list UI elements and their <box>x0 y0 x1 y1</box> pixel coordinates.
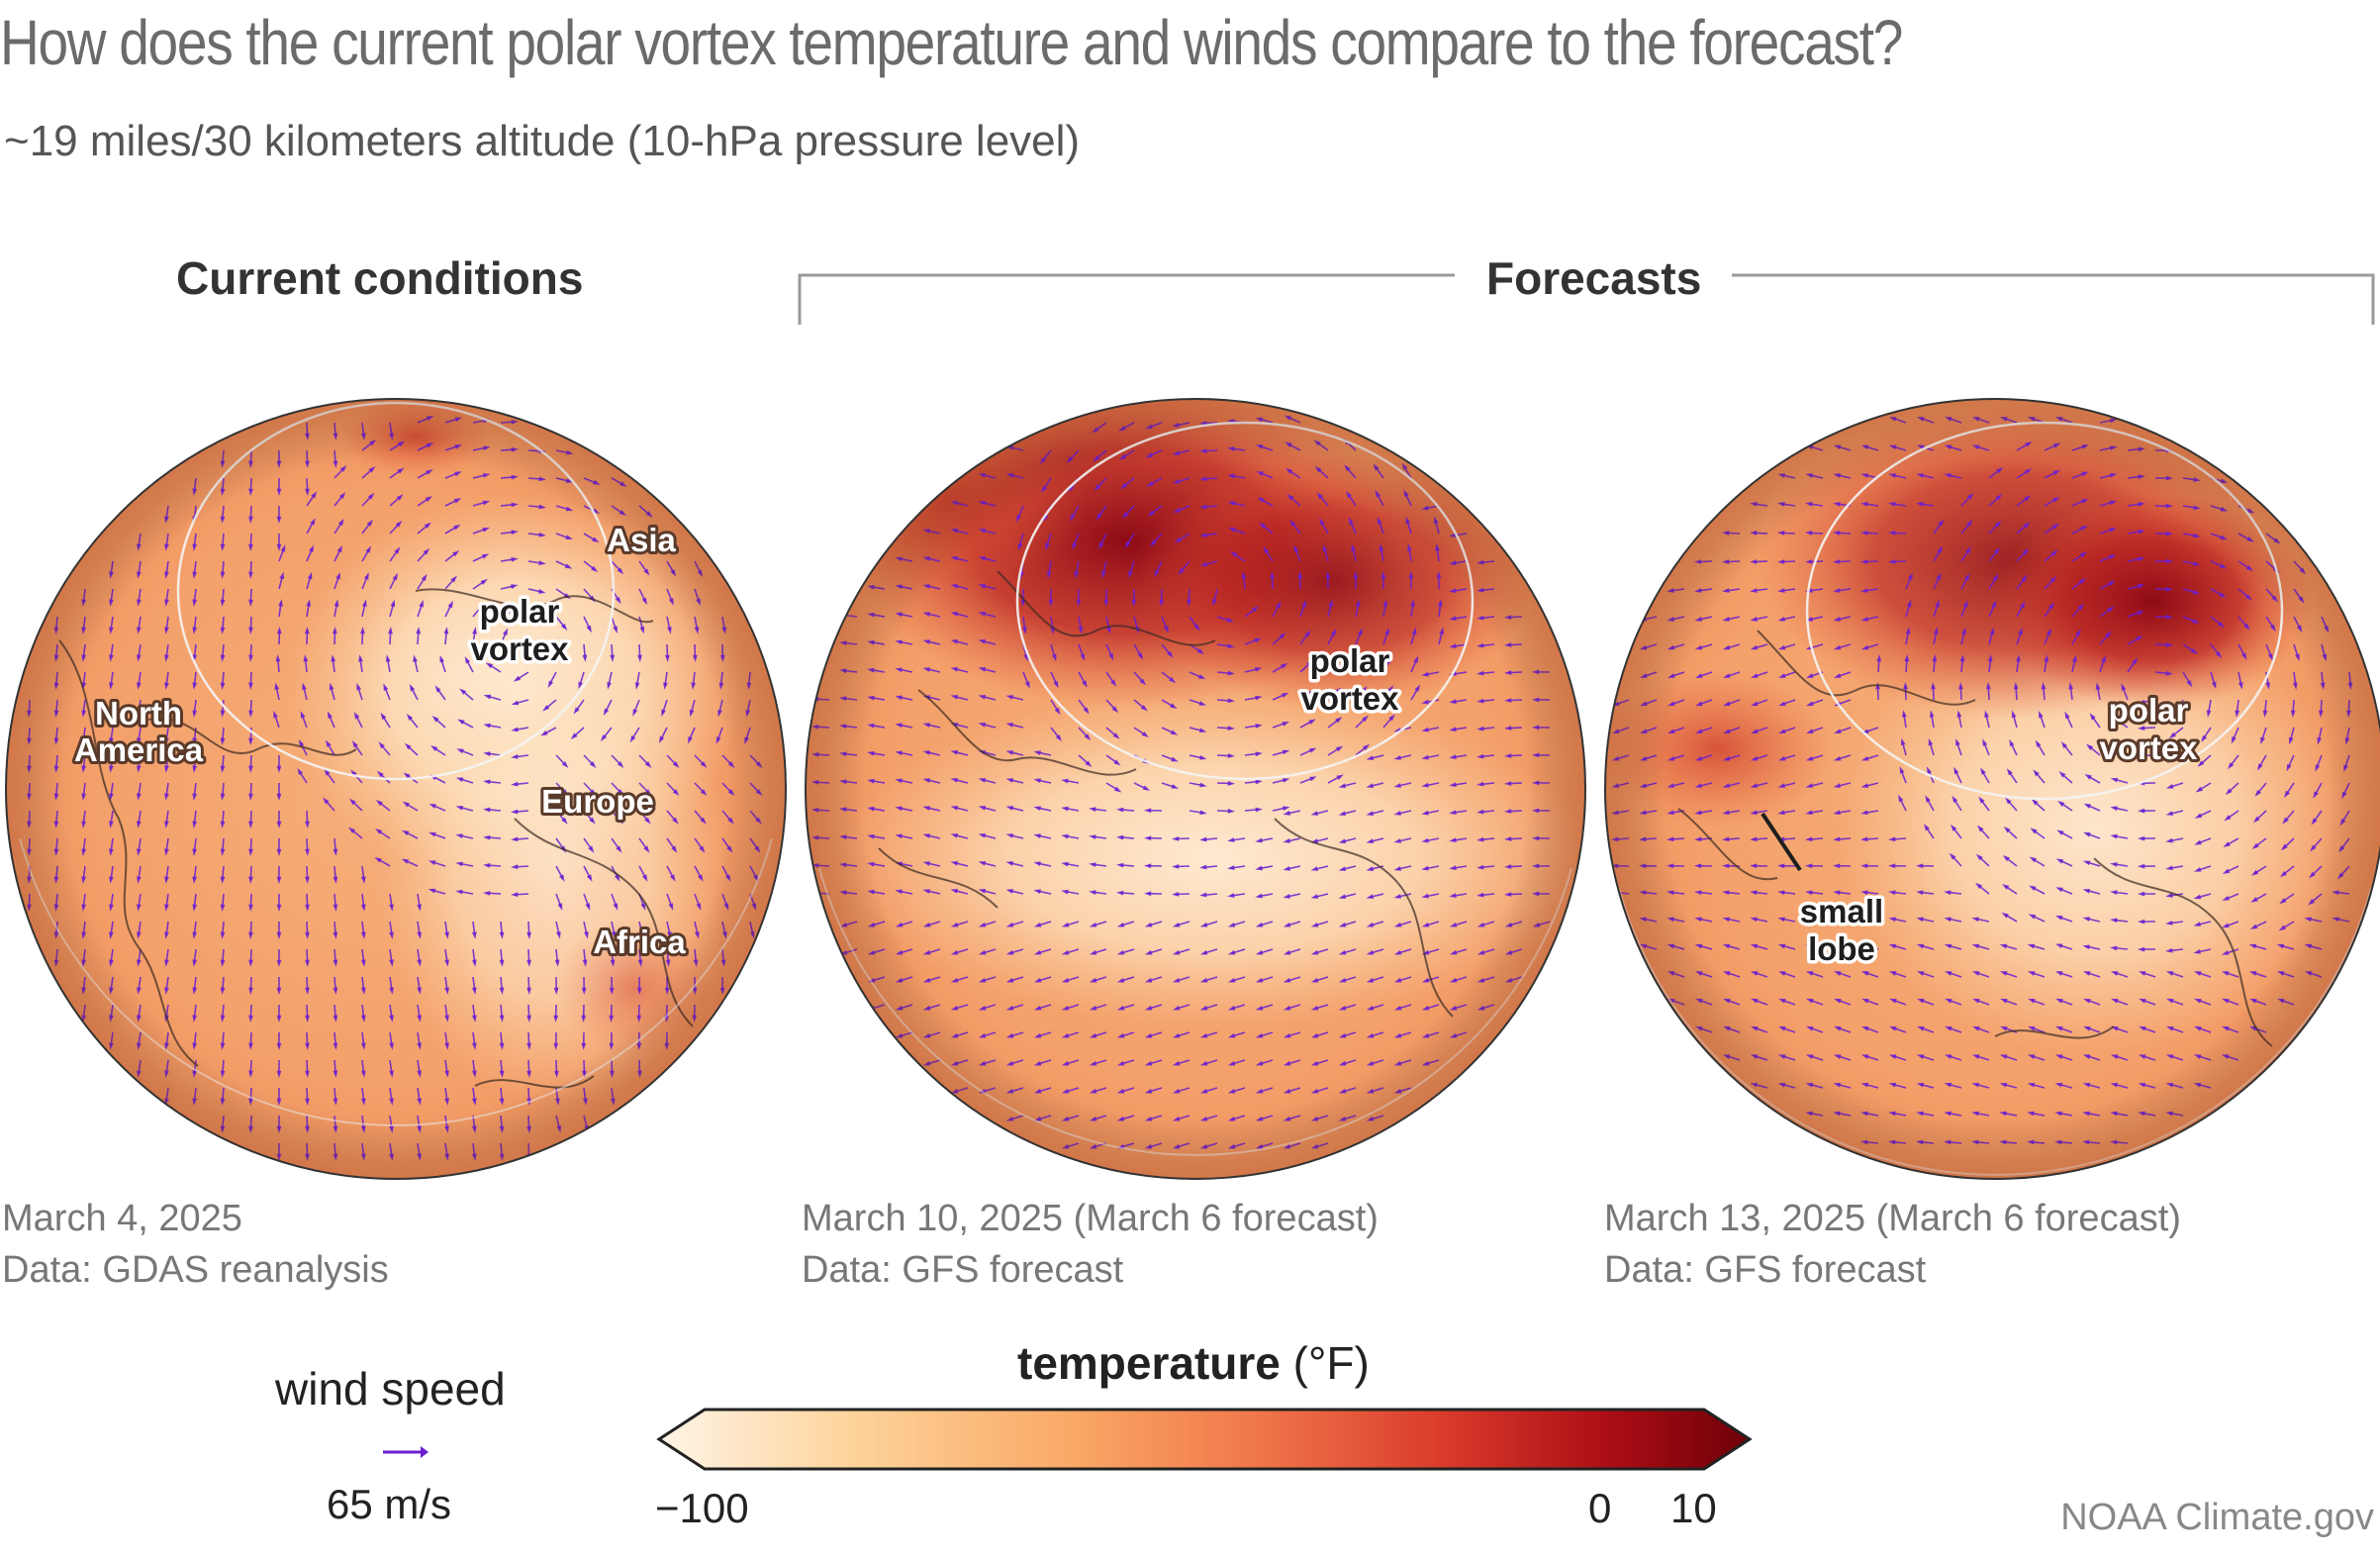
label-polar: polar <box>2109 692 2189 729</box>
label-asia: Asia <box>607 522 676 558</box>
forecasts-heading: Forecasts <box>1486 252 1702 304</box>
map-date: March 4, 2025 <box>2 1198 242 1239</box>
temp-tick-zero: 0 <box>1588 1485 1612 1531</box>
map-date: March 10, 2025 (March 6 forecast) <box>802 1198 1379 1239</box>
map-source: Data: GFS forecast <box>802 1249 1124 1291</box>
label-vortex: vortex <box>1300 680 1399 717</box>
wind-legend-arrow-icon <box>383 1446 428 1458</box>
wind-legend-title: wind speed <box>275 1363 506 1414</box>
label-europe: Europe <box>541 783 654 820</box>
wind-vector-head <box>1611 890 1619 896</box>
current-conditions-map: Asia polar vortex North America Europe A… <box>5 398 787 1180</box>
label-polar: polar <box>1310 642 1390 679</box>
forecasts-bracket <box>798 273 2375 325</box>
wind-vector-head <box>811 890 819 896</box>
current-conditions-heading: Current conditions <box>176 252 584 304</box>
page-title: How does the current polar vortex temper… <box>0 7 1903 78</box>
small-lobe-pointer <box>1761 812 1802 872</box>
map-source: Data: GFS forecast <box>1604 1249 1927 1291</box>
temperature-legend-title: temperature (°F) <box>1017 1336 1370 1390</box>
label-vortex: vortex <box>2099 730 2198 766</box>
forecast-march-13-map: polar vortex small lobe <box>1604 398 2380 1180</box>
temp-tick-max: 10 <box>1670 1485 1717 1531</box>
label-america: America <box>74 731 204 768</box>
label-vortex: vortex <box>470 631 569 667</box>
wind-legend-value: 65 m/s <box>327 1481 452 1527</box>
label-lobe: lobe <box>1808 930 1875 967</box>
map-caption-mar10: March 10, 2025 (March 6 forecast) Data: … <box>802 1193 1379 1296</box>
label-africa: Africa <box>593 924 686 960</box>
map-caption-current: March 4, 2025 Data: GDAS reanalysis <box>2 1193 389 1296</box>
temperature-legend-unit: (°F) <box>1292 1337 1370 1389</box>
label-north: North <box>95 695 182 731</box>
forecast-march-10-map: polar vortex <box>805 398 1586 1180</box>
label-polar: polar <box>480 593 560 630</box>
label-small: small <box>1800 893 1883 929</box>
page-subtitle: ~19 miles/30 kilometers altitude (10-hPa… <box>4 117 1081 165</box>
temp-tick-min: −100 <box>655 1485 749 1531</box>
map-source: Data: GDAS reanalysis <box>2 1249 389 1291</box>
map-caption-mar13: March 13, 2025 (March 6 forecast) Data: … <box>1604 1193 2181 1296</box>
credit-label: NOAA Climate.gov <box>2060 1497 2374 1538</box>
map-date: March 13, 2025 (March 6 forecast) <box>1604 1198 2181 1239</box>
temperature-legend-label: temperature <box>1017 1337 1281 1389</box>
temperature-colorbar <box>656 1408 1753 1471</box>
